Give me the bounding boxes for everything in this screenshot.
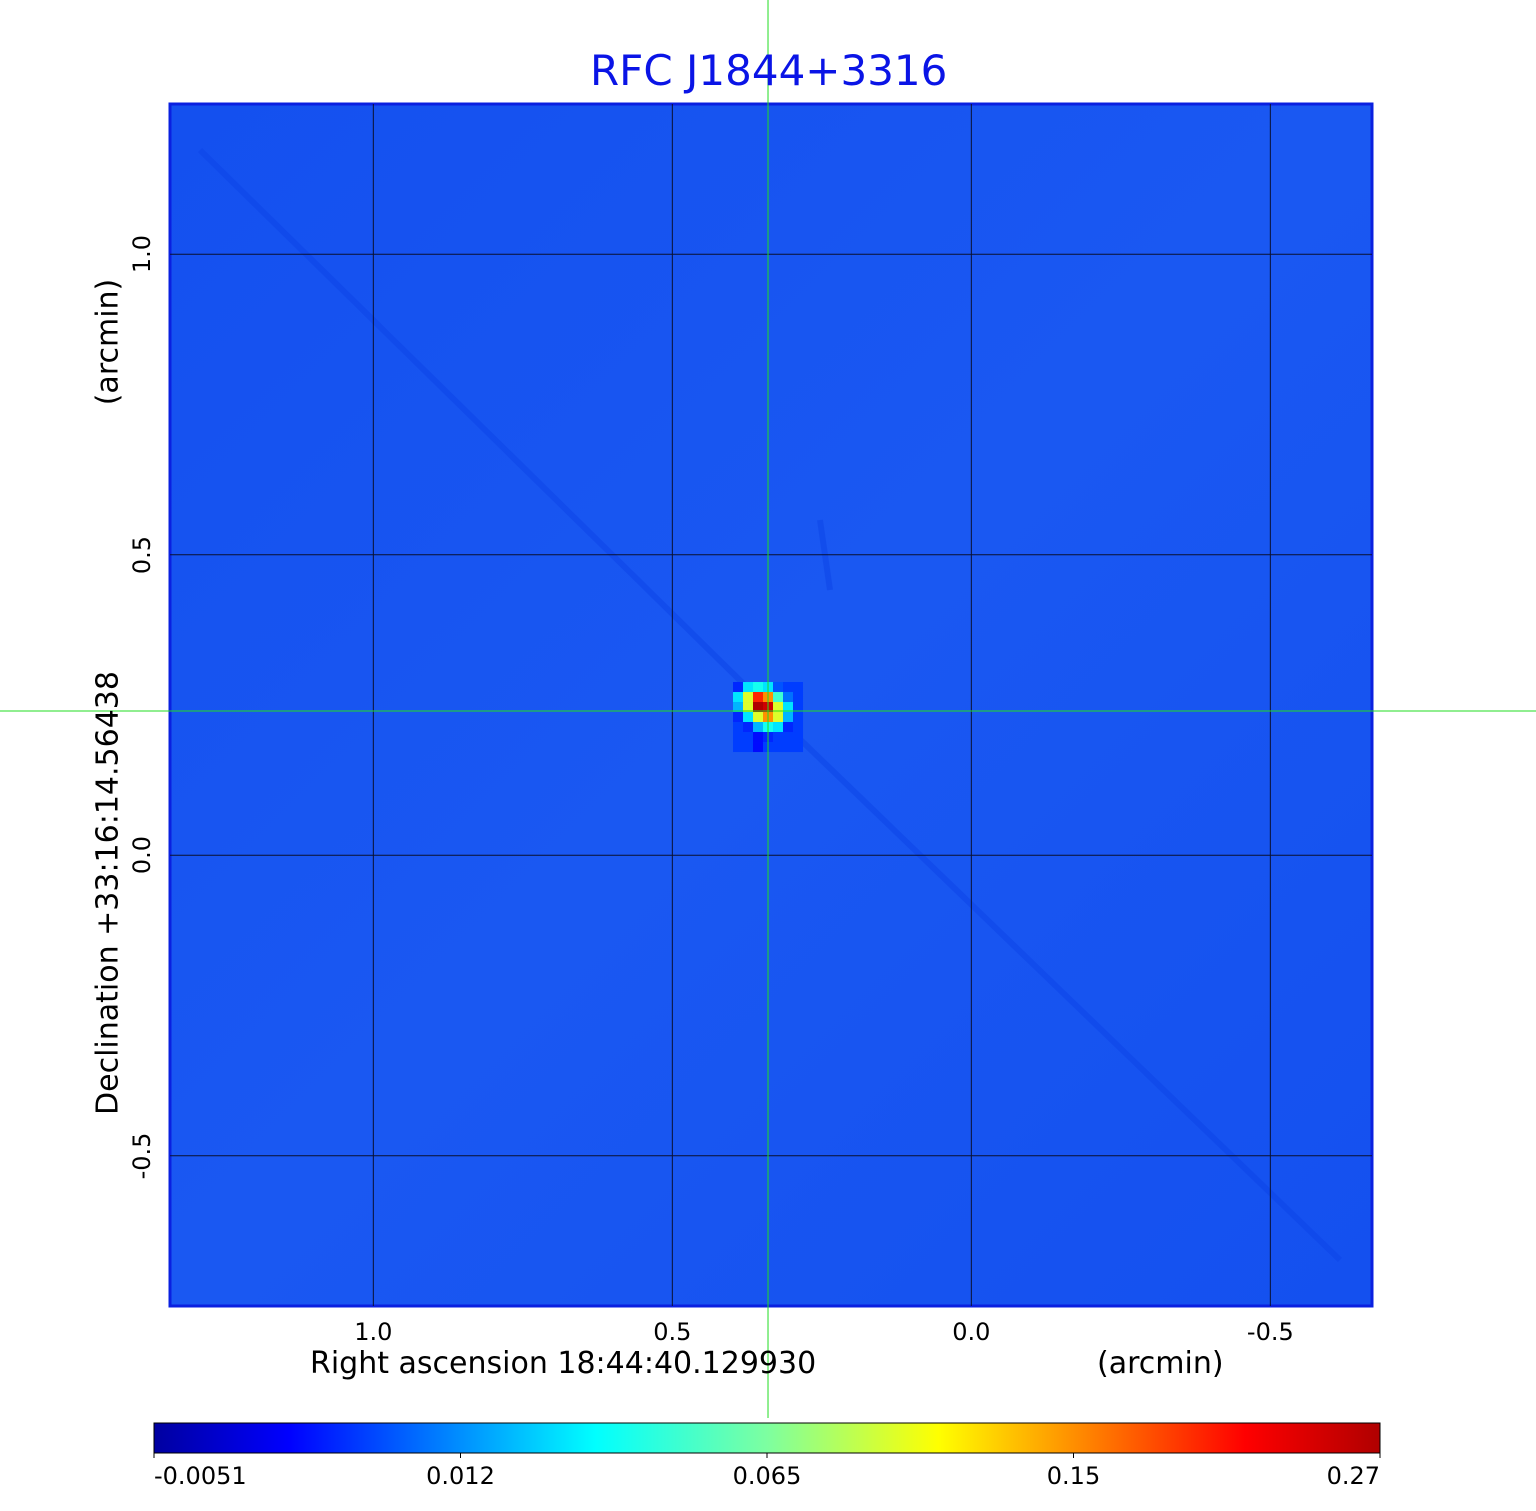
image-pixel xyxy=(743,702,754,713)
image-pixel xyxy=(773,712,784,723)
image-pixel xyxy=(733,692,744,703)
image-pixel xyxy=(753,742,764,753)
chart-title: RFC J1844+3316 xyxy=(590,46,948,95)
image-pixel xyxy=(793,682,804,693)
image-pixel xyxy=(753,712,764,723)
image-pixel xyxy=(733,732,744,743)
image-pixel xyxy=(783,692,794,703)
image-pixel xyxy=(793,692,804,703)
image-pixel xyxy=(733,702,744,713)
image-pixel xyxy=(793,732,804,743)
image-pixel xyxy=(733,742,744,753)
y-tick-label: 0.5 xyxy=(128,535,156,574)
image-pixel xyxy=(793,712,804,723)
colorbar xyxy=(153,1422,1381,1454)
crosshair xyxy=(0,0,1536,1418)
image-pixel xyxy=(743,712,754,723)
image-pixel xyxy=(753,702,764,713)
x-tick-label: 0.0 xyxy=(952,1318,991,1346)
image-pixel xyxy=(733,722,744,733)
colorbar-tick-label: 0.012 xyxy=(426,1462,495,1490)
image-pixel xyxy=(793,722,804,733)
colorbar-tick-label: 0.065 xyxy=(732,1462,802,1490)
source-patch xyxy=(733,682,804,753)
image-pixel xyxy=(783,682,794,693)
image-pixel xyxy=(783,732,794,743)
y-tick-label: 1.0 xyxy=(128,235,156,274)
y-tick-label: 0.0 xyxy=(128,836,156,875)
image-pixel xyxy=(733,682,744,693)
x-tick-label: 1.0 xyxy=(354,1318,393,1346)
image-pixel xyxy=(783,742,794,753)
image-pixel xyxy=(753,682,764,693)
image-pixel xyxy=(743,732,754,743)
image-pixel xyxy=(743,742,754,753)
image-pixel xyxy=(773,732,784,743)
image-pixel xyxy=(773,742,784,753)
colorbar-tick-label: 0.15 xyxy=(1046,1462,1101,1490)
image-pixel xyxy=(753,722,764,733)
x-axis-unit: (arcmin) xyxy=(1097,1346,1224,1381)
image-pixel xyxy=(793,742,804,753)
image-pixel xyxy=(773,702,784,713)
image-pixel xyxy=(743,682,754,693)
image-pixel xyxy=(733,712,744,723)
x-axis-label: Right ascension 18:44:40.129930 xyxy=(310,1346,817,1381)
image-pixel xyxy=(773,692,784,703)
colorbar-ticks xyxy=(153,1453,1381,1458)
x-tick-label: -0.5 xyxy=(1246,1318,1294,1346)
y-tick-label: -0.5 xyxy=(128,1132,156,1180)
colorbar-tick-label: -0.0051 xyxy=(154,1462,247,1490)
image-pixel xyxy=(783,712,794,723)
image-pixel xyxy=(783,722,794,733)
image-pixel xyxy=(753,692,764,703)
image-pixel xyxy=(773,722,784,733)
y-axis-label: Declination +33:16:14.56438 xyxy=(90,671,126,1115)
x-tick-label: 0.5 xyxy=(653,1318,692,1346)
colorbar-tick-label: 0.27 xyxy=(1326,1462,1380,1490)
image-pixel xyxy=(793,702,804,713)
image-pixel xyxy=(783,702,794,713)
image-pixel xyxy=(773,682,784,693)
grid-lines xyxy=(170,104,1372,1306)
image-pixel xyxy=(743,722,754,733)
image-pixel xyxy=(743,692,754,703)
image-pixel xyxy=(753,732,764,743)
y-axis-unit: (arcmin) xyxy=(90,278,126,406)
